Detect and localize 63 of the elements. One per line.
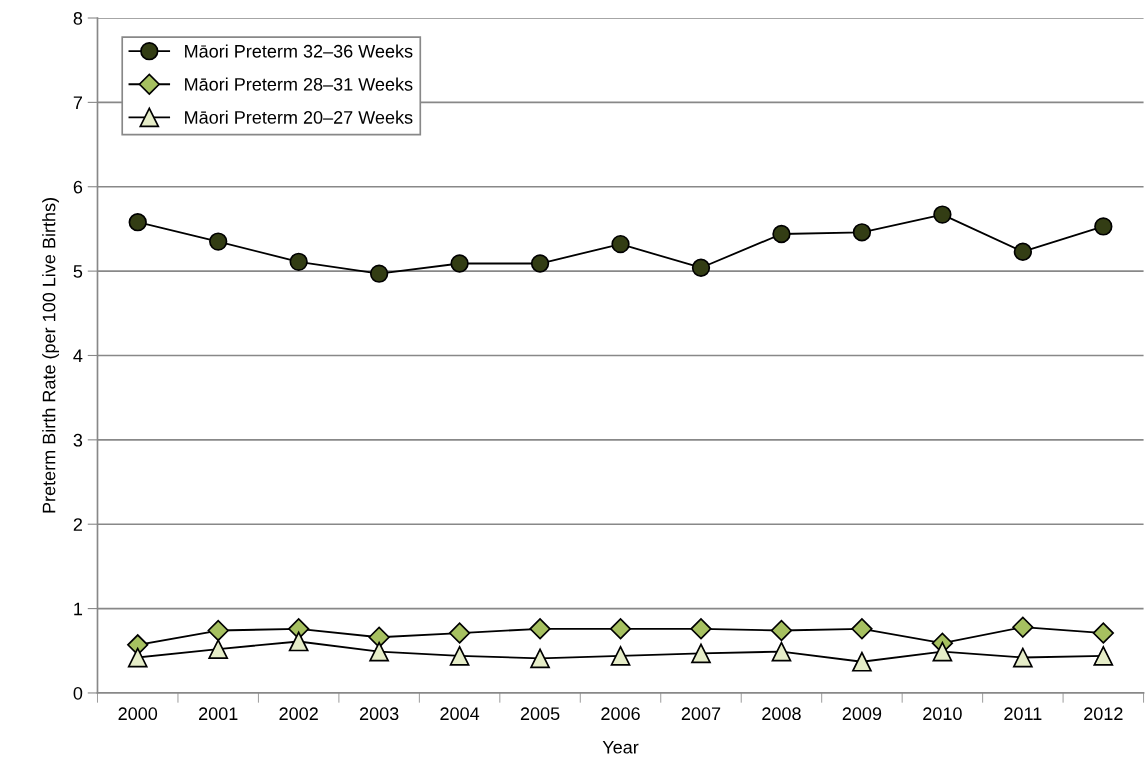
point bbox=[1094, 217, 1113, 236]
y-tick-label: 4 bbox=[73, 349, 83, 363]
point bbox=[448, 622, 471, 644]
point bbox=[770, 619, 793, 642]
y-axis-title: Preterm Birth Rate (per 100 Live Births) bbox=[42, 198, 59, 513]
point bbox=[1093, 645, 1114, 666]
x-tick-label: 2010 bbox=[923, 707, 962, 721]
y-tick-label: 1 bbox=[74, 602, 83, 616]
point bbox=[1092, 622, 1114, 644]
x-tick-label: 2007 bbox=[681, 707, 721, 721]
point bbox=[933, 205, 952, 224]
point bbox=[611, 234, 630, 254]
point bbox=[852, 651, 872, 672]
x-tick-label: 2008 bbox=[762, 707, 801, 721]
point bbox=[449, 645, 470, 666]
legend-label: Māori Preterm 32–36 Weeks bbox=[185, 44, 413, 58]
point bbox=[691, 643, 711, 664]
point bbox=[127, 647, 148, 668]
x-tick-label: 2006 bbox=[601, 707, 640, 721]
point bbox=[1012, 647, 1033, 668]
point bbox=[369, 264, 389, 283]
point bbox=[450, 254, 469, 273]
point bbox=[288, 631, 309, 652]
point bbox=[691, 258, 711, 277]
point bbox=[207, 619, 229, 642]
point bbox=[530, 254, 550, 273]
y-tick-label: 5 bbox=[73, 265, 83, 278]
point bbox=[369, 641, 389, 662]
x-tick-label: 2003 bbox=[359, 707, 399, 721]
x-tick-label: 2000 bbox=[118, 707, 158, 721]
point bbox=[772, 224, 791, 244]
legend-label: Māori Preterm 28–31 Weeks bbox=[185, 77, 413, 91]
point bbox=[368, 626, 390, 648]
point bbox=[1013, 242, 1033, 261]
x-tick-label: 2011 bbox=[1004, 707, 1042, 721]
legend-label: Māori Preterm 20–27 Weeks bbox=[185, 110, 413, 124]
y-tick-label: 0 bbox=[73, 686, 83, 700]
y-tick-label: 2 bbox=[73, 518, 83, 531]
point bbox=[609, 618, 632, 640]
point bbox=[529, 618, 551, 640]
x-axis-title: Year bbox=[602, 741, 639, 754]
y-tick-label: 8 bbox=[73, 11, 83, 25]
point bbox=[610, 645, 631, 666]
point bbox=[852, 223, 872, 242]
x-tick-label: 2012 bbox=[1084, 707, 1123, 721]
x-tick-label: 2004 bbox=[440, 707, 480, 721]
point bbox=[209, 232, 228, 251]
y-tick-label: 6 bbox=[73, 180, 83, 194]
point bbox=[128, 213, 147, 232]
x-tick-label: 2009 bbox=[842, 707, 882, 721]
x-tick-label: 2001 bbox=[199, 707, 238, 721]
point bbox=[690, 618, 712, 640]
y-tick-label: 3 bbox=[73, 433, 83, 447]
point bbox=[1012, 616, 1034, 638]
point bbox=[932, 641, 953, 662]
point bbox=[530, 648, 550, 669]
x-tick-label: 2005 bbox=[520, 707, 560, 721]
y-tick-label: 7 bbox=[73, 96, 83, 109]
point bbox=[851, 618, 873, 640]
point bbox=[208, 639, 229, 659]
point bbox=[771, 641, 792, 662]
x-tick-label: 2002 bbox=[279, 707, 318, 721]
point bbox=[289, 252, 308, 272]
